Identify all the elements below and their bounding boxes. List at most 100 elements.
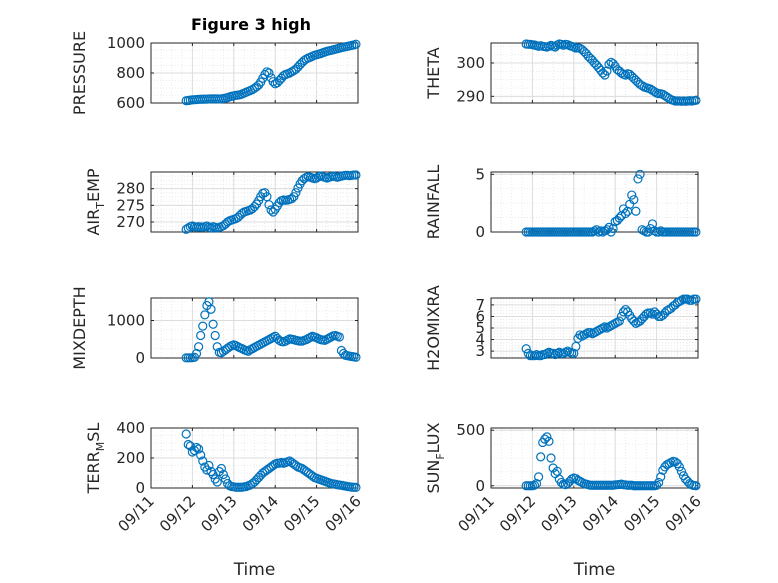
y-tick-label: 0 [475,477,485,495]
x-tick-label: 09/13 [197,492,240,535]
data-point [629,316,639,326]
x-tick-label: 09/15 [280,492,323,535]
data-point [654,477,664,488]
y-axis-label: SUNFLUX [424,422,447,493]
data-point [194,444,204,454]
data-point [685,478,695,489]
data-point [598,323,608,333]
y-tick-label: 290 [456,87,485,105]
data-point [600,322,610,332]
y-tick-label: 200 [116,449,145,467]
data-point [351,482,361,492]
data-point [602,66,612,76]
series-markers [181,429,361,492]
data-point [614,213,624,223]
data-point [627,190,637,200]
data-point [645,308,655,318]
axes-frame [490,42,699,104]
y-tick-label: 6 [475,307,485,325]
data-point [198,456,208,466]
x-tick-label: 09/11 [455,492,498,535]
data-point [647,309,658,319]
data-point [544,436,554,446]
data-point [620,208,631,219]
x-tick-label: 09/12 [156,492,199,535]
data-point [196,450,206,460]
y-axis-label: THETA [424,47,443,99]
data-point [531,478,542,489]
data-point [565,347,575,357]
y-tick-label: 300 [456,54,485,72]
data-point [204,460,214,471]
x-tick-label: 09/13 [537,492,580,535]
data-point [220,474,231,484]
data-point [641,309,651,319]
y-tick-label: 5 [475,165,485,183]
data-point [691,227,701,237]
axes-frame [150,42,359,104]
data-point [614,316,624,326]
axes-frame [490,297,699,359]
series-markers [521,169,701,237]
data-point [594,227,604,237]
data-point [651,480,662,490]
data-point [575,330,585,340]
series-markers [521,432,701,491]
data-point [691,95,701,105]
y-tick-label: 5 [475,319,485,337]
data-point [181,429,191,439]
x-tick-label: 09/16 [322,492,365,535]
axes-frame [150,171,359,233]
data-point [596,226,606,236]
y-tick-label: 7 [475,296,485,314]
data-point [633,174,643,184]
data-point [196,330,206,341]
data-point [639,226,649,236]
y-axis-label: MIXDEPTH [70,286,89,369]
y-axis-label: PRESSURE [70,31,89,115]
data-point [666,457,676,468]
x-tick-label: 09/12 [496,492,539,535]
x-axis-label: Time [573,560,616,580]
data-point [191,348,202,359]
data-point [198,321,208,331]
data-point [604,222,614,232]
data-point [534,472,544,482]
data-point [189,445,200,456]
data-point [212,477,222,487]
data-point [674,462,684,472]
series-markers [181,39,361,106]
axes-frame [150,297,359,359]
data-point [183,439,193,450]
data-point [676,466,687,476]
data-point [604,59,614,69]
y-axis-label: TERRMSL [84,423,107,495]
data-point [202,465,212,475]
y-tick-label: 800 [116,64,145,82]
y-axis-label: RAINFALL [424,165,443,240]
data-point [629,195,639,205]
data-point [268,77,278,87]
x-tick-label: 09/11 [115,492,158,535]
data-point [567,474,577,484]
data-point [254,80,264,90]
subplot-mixdepth: 0 1000 MIXDEPTH [70,286,361,370]
data-point [542,432,552,442]
data-point [546,453,556,463]
data-point [351,352,361,362]
data-point [200,462,210,472]
data-point [218,469,229,480]
figure-title: Figure 3 high [191,15,311,34]
y-tick-label: 400 [116,419,145,437]
y-tick-label: 270 [116,213,145,231]
data-point [687,295,697,305]
data-point [529,480,540,490]
data-point [312,333,322,343]
data-point [210,330,220,341]
series-markers [181,170,361,234]
y-tick-label: 3 [475,342,485,360]
x-tick-label: 09/14 [579,492,622,535]
